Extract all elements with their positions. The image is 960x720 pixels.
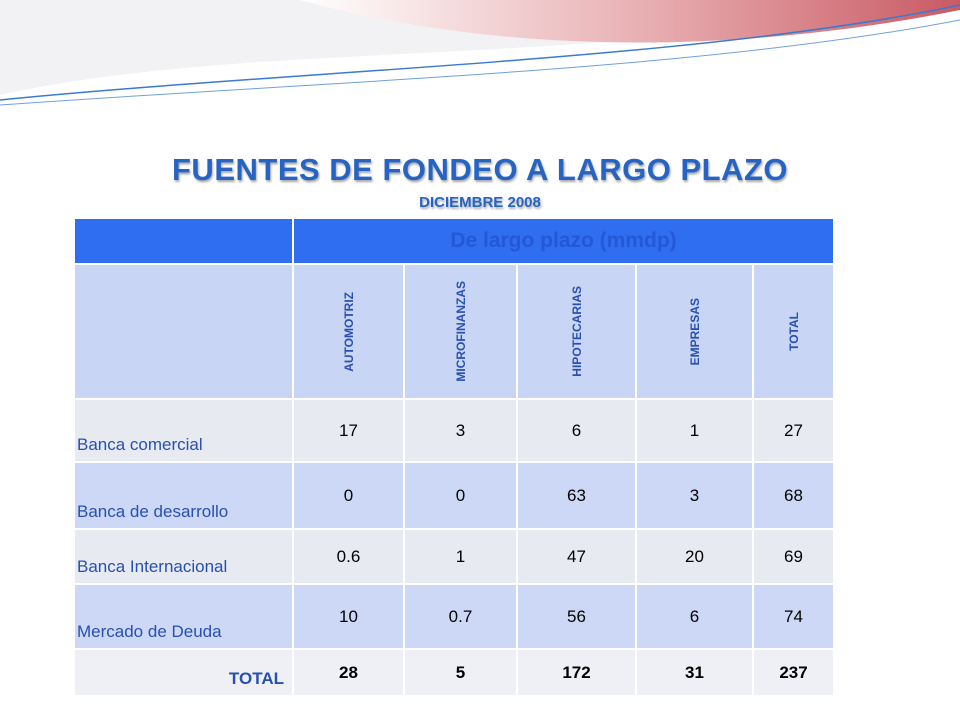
corner-cell: [73, 217, 294, 265]
column-cell: MICROFINANZAS: [403, 263, 518, 400]
row-label: Banca comercial: [73, 398, 294, 463]
cell: 0: [292, 461, 405, 530]
cell: 68: [752, 461, 835, 530]
cell: 1: [403, 528, 518, 585]
cell: 31: [635, 648, 754, 697]
group-header: De largo plazo (mmdp): [292, 217, 835, 265]
cell: 17: [292, 398, 405, 463]
row-label: TOTAL: [73, 648, 294, 697]
wave-line: [0, 4, 960, 101]
column-header: AUTOMOTRIZ: [341, 291, 356, 372]
corner-cell: [73, 263, 294, 400]
header-row: De largo plazo (mmdp): [73, 217, 835, 265]
subtitle: DICIEMBRE 2008: [419, 194, 541, 211]
cell: 1: [635, 398, 754, 463]
row-label: Banca Internacional: [73, 528, 294, 585]
decoration: [0, 0, 960, 106]
column-header: EMPRESAS: [687, 297, 702, 366]
cell: 0.6: [292, 528, 405, 585]
cell: 172: [516, 648, 637, 697]
title: FUENTES DE FONDEO A LARGO PLAZO: [172, 152, 788, 187]
row-label: Banca de desarrollo: [73, 461, 294, 530]
cell: 28: [292, 648, 405, 697]
cell: 6: [516, 398, 637, 463]
column-header: MICROFINANZAS: [453, 281, 468, 382]
data-row: Banca de desarrollo 0 0 63 3 68: [73, 461, 835, 530]
cell: 6: [635, 583, 754, 650]
column-row: AUTOMOTRIZ MICROFINANZAS HIPOTECARIAS EMPRE…: [73, 263, 835, 400]
cell: 3: [403, 398, 518, 463]
wave-line: [0, 19, 960, 106]
cell: 63: [516, 461, 637, 530]
data-row: Banca comercial 17 3 6 1 27: [73, 398, 835, 463]
table: De largo plazo (mmdp) AUTOMOTRIZ MICROFINA…: [73, 217, 835, 697]
data-row: Banca Internacional 0.6 1 47 20 69: [73, 528, 835, 585]
column-cell: AUTOMOTRIZ: [292, 263, 405, 400]
cell: 0: [403, 461, 518, 530]
cell: 56: [516, 583, 637, 650]
column-header: HIPOTECARIAS: [569, 286, 584, 377]
cell: 47: [516, 528, 637, 585]
cell: 3: [635, 461, 754, 530]
row-label: Mercado de Deuda: [73, 583, 294, 650]
data-row: Mercado de Deuda 10 0.7 56 6 74: [73, 583, 835, 650]
cell: 74: [752, 583, 835, 650]
cell: 0.7: [403, 583, 518, 650]
cell: 237: [752, 648, 835, 697]
cell: 20: [635, 528, 754, 585]
cell: 10: [292, 583, 405, 650]
column-header: TOTAL: [786, 312, 801, 351]
total-row: TOTAL 28 5 172 31 237: [73, 648, 835, 697]
column-cell: HIPOTECARIAS: [516, 263, 637, 400]
column-cell: EMPRESAS: [635, 263, 754, 400]
cell: 69: [752, 528, 835, 585]
column-cell: TOTAL: [752, 263, 835, 400]
cell: 27: [752, 398, 835, 463]
cell: 5: [403, 648, 518, 697]
